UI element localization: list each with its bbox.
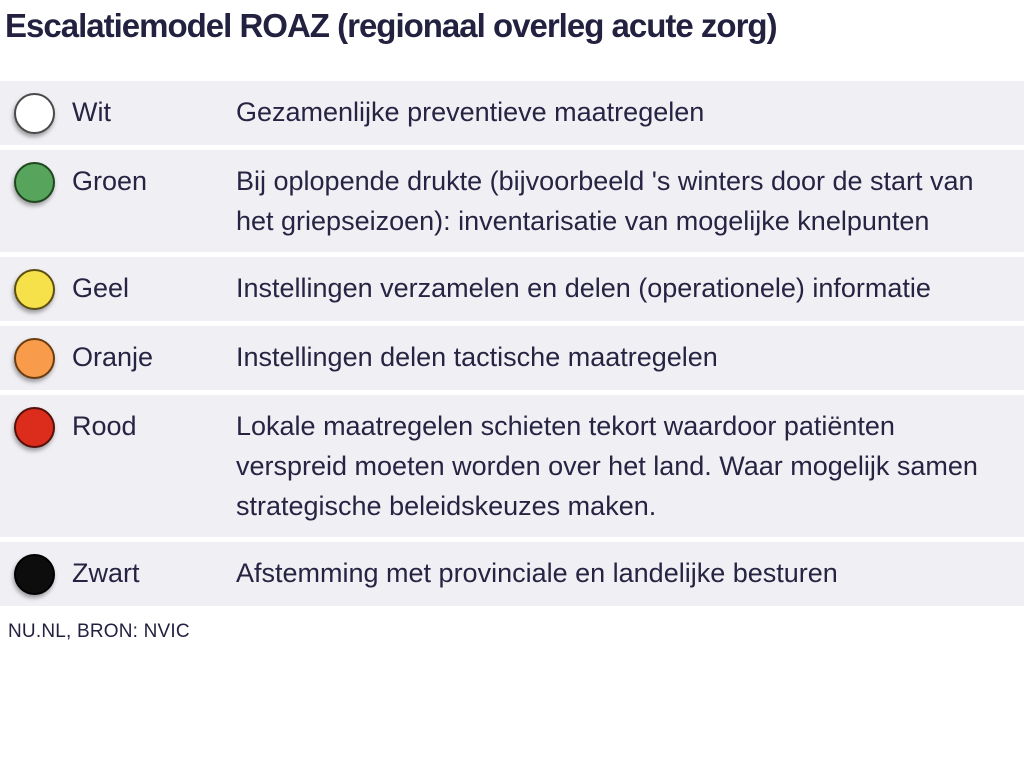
level-description: Lokale maatregelen schieten tekort waard… xyxy=(236,411,978,521)
level-label: Geel xyxy=(72,273,130,303)
level-label: Zwart xyxy=(72,558,140,588)
level-description: Afstemming met provinciale en landelijke… xyxy=(236,558,838,588)
level-geel-circle-icon xyxy=(14,269,55,310)
level-color-cell xyxy=(0,161,72,203)
level-description: Instellingen verzamelen en delen (operat… xyxy=(236,273,931,303)
escalation-table: Wit Gezamenlijke preventieve maatregelen… xyxy=(0,81,1024,606)
table-row-wit: Wit Gezamenlijke preventieve maatregelen xyxy=(0,81,1024,145)
level-description: Instellingen delen tactische maatregelen xyxy=(236,342,718,372)
level-wit-circle-icon xyxy=(14,93,55,134)
level-label: Oranje xyxy=(72,342,154,372)
table-row-zwart: Zwart Afstemming met provinciale en land… xyxy=(0,542,1024,606)
level-color-cell xyxy=(0,406,72,448)
level-description: Gezamenlijke preventieve maatregelen xyxy=(236,97,705,127)
level-groen-circle-icon xyxy=(14,162,55,203)
level-color-cell xyxy=(0,337,72,379)
table-row-geel: Geel Instellingen verzamelen en delen (o… xyxy=(0,257,1024,321)
level-label: Wit xyxy=(72,97,111,127)
level-oranje-circle-icon xyxy=(14,338,55,379)
level-zwart-circle-icon xyxy=(14,554,55,595)
level-description: Bij oplopende drukte (bijvoorbeeld 's wi… xyxy=(236,166,974,236)
level-label: Groen xyxy=(72,166,148,196)
level-color-cell xyxy=(0,553,72,595)
page-title: Escalatiemodel ROAZ (regionaal overleg a… xyxy=(5,7,778,44)
source-credit: NU.NL, BRON: NVIC xyxy=(8,621,190,642)
level-rood-circle-icon xyxy=(14,407,55,448)
level-label: Rood xyxy=(72,411,137,441)
table-row-oranje: Oranje Instellingen delen tactische maat… xyxy=(0,326,1024,390)
level-color-cell xyxy=(0,268,72,310)
level-color-cell xyxy=(0,92,72,134)
table-row-rood: Rood Lokale maatregelen schieten tekort … xyxy=(0,395,1024,537)
table-row-groen: Groen Bij oplopende drukte (bijvoorbeeld… xyxy=(0,150,1024,252)
